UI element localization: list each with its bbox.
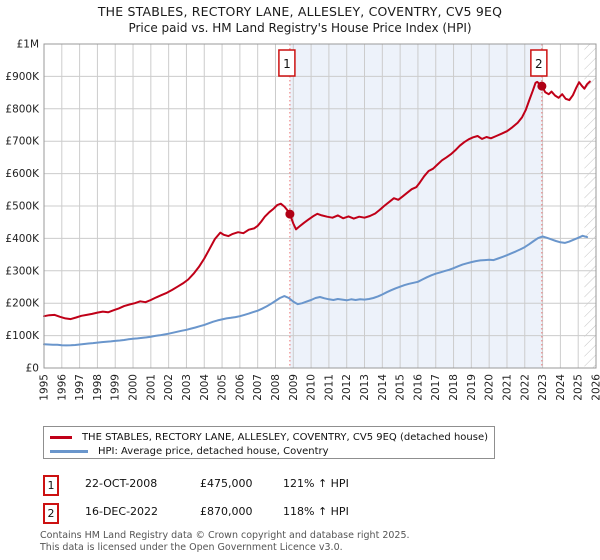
footer-line-1: Contains HM Land Registry data © Crown c… [40, 530, 410, 541]
sale-row-2: 2 16-DEC-2022 £870,000 118% ↑ HPI [43, 503, 583, 524]
x-tick-label: 2002 [163, 374, 175, 401]
sale-1-price: £475,000 [200, 477, 253, 490]
svg-text:2: 2 [535, 57, 543, 71]
x-tick-label: 2017 [430, 374, 442, 401]
sale-1-vs-hpi: 121% ↑ HPI [283, 477, 349, 490]
hpi-line [43, 234, 589, 347]
sale-2-dot [537, 81, 547, 91]
sale-2-vs-hpi: 118% ↑ HPI [283, 505, 349, 518]
x-tick-label: 2020 [484, 374, 496, 401]
x-tick-label: 2021 [501, 374, 513, 401]
x-tick-label: 2000 [128, 374, 140, 401]
y-tick-label: £100K [5, 330, 40, 342]
property-price-line [43, 80, 591, 321]
x-tick-label: 2001 [145, 374, 157, 401]
y-tick-label: £300K [5, 265, 40, 277]
y-tick-label: £1M [17, 39, 39, 51]
sale-row-1: 1 22-OCT-2008 £475,000 121% ↑ HPI [43, 475, 583, 496]
x-tick-label: 2014 [377, 374, 389, 401]
legend-label-property: THE STABLES, RECTORY LANE, ALLESLEY, COV… [81, 431, 488, 443]
x-tick-label: 2005 [217, 374, 229, 401]
sale-2-marker-badge: 2 [43, 503, 59, 524]
x-tick-label: 1996 [56, 374, 68, 401]
y-tick-label: £700K [5, 136, 40, 148]
price-history-chart: 1 2 £0 £100K £200K £300K £400K £500K £600K £700K £… [5, 39, 600, 401]
sale-1-date: 22-OCT-2008 [85, 477, 158, 490]
x-tick-label: 2011 [323, 374, 335, 401]
license-footer: Contains HM Land Registry data © Crown c… [40, 530, 596, 553]
x-tick-label: 2010 [306, 374, 318, 401]
y-tick-label: £200K [5, 298, 40, 310]
x-tick-label: 2009 [288, 374, 300, 401]
y-tick-label: £600K [5, 168, 40, 180]
sale-2-flag [530, 49, 548, 77]
x-tick-label: 2006 [234, 374, 246, 401]
page-title: THE STABLES, RECTORY LANE, ALLESLEY, COV… [97, 4, 503, 19]
y-tick-label: £900K [5, 71, 40, 83]
sale-2-price: £870,000 [200, 505, 253, 518]
x-tick-label: 2019 [466, 374, 478, 401]
sale-1-marker-badge: 1 [43, 475, 59, 496]
svg-text:1: 1 [283, 57, 291, 71]
x-tick-label: 2007 [252, 374, 264, 401]
x-tick-label: 1999 [110, 374, 122, 401]
x-tick-label: 2003 [181, 374, 193, 401]
y-tick-label: £800K [5, 103, 40, 115]
x-tick-label: 2024 [555, 374, 567, 401]
x-tick-label: 2015 [395, 374, 407, 401]
footer-line-2: This data is licensed under the Open Gov… [40, 541, 343, 553]
property-line-swatch [50, 435, 72, 439]
sale-1-flag [278, 49, 296, 77]
x-tick-label: 2016 [412, 374, 424, 401]
x-tick-label: 2025 [573, 374, 585, 401]
x-tick-label: 2018 [448, 374, 460, 401]
x-tick-label: 2012 [341, 374, 353, 401]
x-tick-label: 2023 [537, 374, 549, 401]
hpi-line-swatch [50, 449, 88, 453]
y-tick-label: £400K [5, 233, 40, 245]
x-tick-label: 2004 [199, 374, 211, 401]
sale-2-date: 16-DEC-2022 [85, 505, 159, 518]
legend-item-property: THE STABLES, RECTORY LANE, ALLESLEY, COV… [50, 430, 488, 444]
x-tick-label: 1997 [74, 374, 86, 401]
legend-label-hpi: HPI: Average price, detached house, Cove… [98, 445, 329, 457]
x-tick-label: 2008 [270, 374, 282, 401]
x-tick-label: 1998 [92, 374, 104, 401]
chart-legend: THE STABLES, RECTORY LANE, ALLESLEY, COV… [43, 426, 495, 459]
x-tick-label: 2013 [359, 374, 371, 401]
x-tick-label: 2022 [519, 374, 531, 401]
y-tick-label: £500K [5, 201, 40, 213]
y-tick-label: £0 [26, 363, 39, 375]
x-tick-label: 2026 [591, 374, 600, 401]
sale-1-dot [285, 209, 295, 219]
page-subtitle: Price paid vs. HM Land Registry's House … [128, 21, 472, 35]
legend-item-hpi: HPI: Average price, detached house, Cove… [50, 444, 488, 458]
x-tick-label: 1995 [39, 374, 51, 401]
